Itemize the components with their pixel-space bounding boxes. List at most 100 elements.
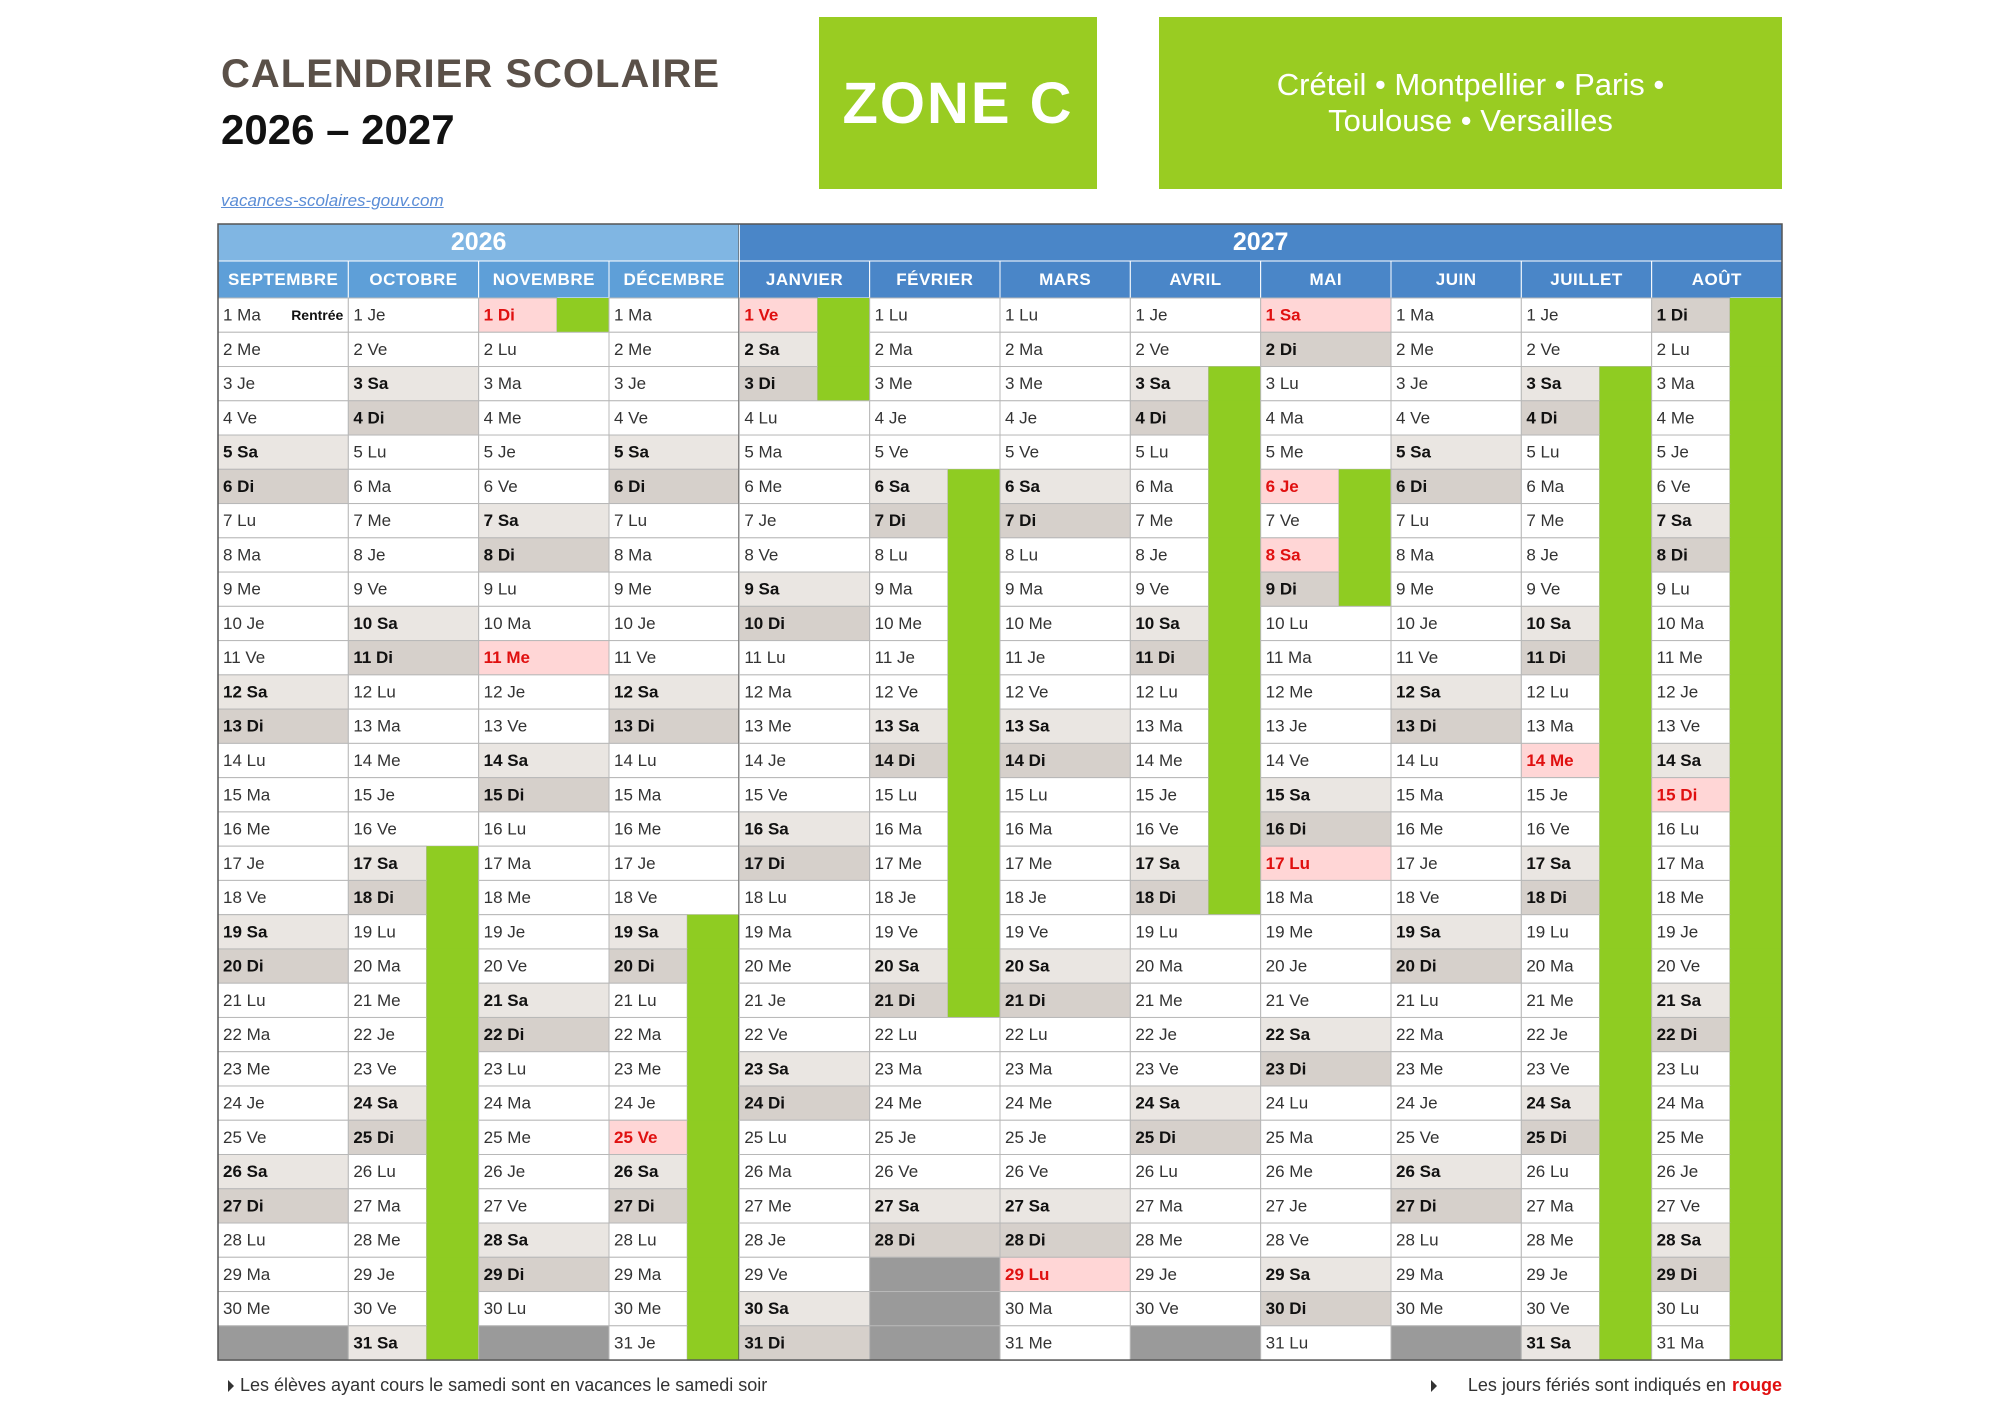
vacation-bar — [947, 709, 1000, 744]
day-label: 10 Me — [875, 614, 922, 633]
day-label: 12 Je — [1657, 682, 1699, 701]
day-label: 3 Je — [614, 374, 646, 393]
day-label: 24 Di — [744, 1094, 785, 1113]
day-cell — [217, 503, 349, 539]
day-label: 17 Ma — [484, 854, 532, 873]
day-label: 12 Ve — [1005, 682, 1049, 701]
vacation-bar — [947, 537, 1000, 573]
day-label: 23 Ve — [1526, 1059, 1570, 1078]
day-label: 8 Ma — [223, 545, 261, 564]
day-label: 27 Me — [744, 1196, 791, 1215]
day-cell — [999, 1119, 1131, 1155]
day-cell — [1520, 1188, 1601, 1224]
day-label: 9 Ve — [353, 580, 387, 599]
day-label: 4 Di — [1135, 408, 1166, 427]
day-label: 21 Di — [875, 991, 916, 1010]
month-label: JANVIER — [766, 270, 843, 289]
day-cell — [1390, 1119, 1522, 1155]
day-cell — [1390, 982, 1522, 1018]
day-cell — [1390, 1188, 1522, 1224]
day-label: 20 Je — [1266, 957, 1308, 976]
vacation-bar — [1208, 435, 1261, 470]
day-label: 20 Ma — [1526, 957, 1574, 976]
vacation-bar — [1729, 1017, 1782, 1053]
day-label: 27 Di — [223, 1196, 264, 1215]
vacation-bar — [426, 880, 479, 916]
day-label: 17 Je — [223, 854, 265, 873]
empty-cell — [1129, 1325, 1262, 1361]
day-cell — [1520, 503, 1601, 539]
day-label: 24 Je — [614, 1094, 656, 1113]
vacation-bar — [1338, 537, 1391, 573]
day-label: 7 Sa — [484, 511, 520, 530]
empty-cell — [478, 1325, 610, 1361]
day-cell — [1129, 503, 1210, 539]
day-label: 13 Ve — [484, 717, 527, 736]
day-cell — [738, 674, 871, 710]
day-cell — [1651, 1051, 1731, 1087]
day-label: 17 Me — [1005, 854, 1052, 873]
day-label: 12 Je — [484, 682, 526, 701]
day-cell — [347, 1188, 428, 1224]
day-label: 23 Ve — [1135, 1059, 1179, 1078]
day-label: 6 Di — [614, 477, 645, 496]
day-cell — [1390, 811, 1522, 847]
vacation-bar — [1599, 983, 1652, 1018]
day-cell — [478, 605, 610, 642]
day-label: 19 Je — [1657, 922, 1699, 941]
vacation-bar — [1729, 1085, 1782, 1121]
day-cell — [999, 1256, 1131, 1293]
day-cell — [478, 400, 610, 436]
day-cell — [999, 948, 1131, 984]
month-header — [738, 260, 871, 299]
day-cell — [869, 1016, 1001, 1053]
day-label: 6 Ma — [1135, 477, 1173, 496]
day-label: 16 Di — [1266, 820, 1307, 839]
day-label: 17 Sa — [353, 854, 398, 873]
day-cell — [1260, 1188, 1392, 1224]
vacation-bar — [1729, 846, 1782, 881]
vacation-bar — [1729, 743, 1782, 779]
vacation-bar — [947, 606, 1000, 642]
day-label: 23 Lu — [1657, 1059, 1700, 1078]
vacation-bar — [1599, 880, 1652, 916]
vacation-bar — [1208, 469, 1261, 505]
day-label: 30 Me — [1396, 1299, 1443, 1318]
day-label: 3 Lu — [1266, 374, 1299, 393]
vacation-bar — [687, 1120, 740, 1155]
day-cell — [608, 331, 740, 368]
day-label: 25 Ve — [223, 1128, 267, 1147]
day-label: 29 Ve — [744, 1265, 788, 1284]
cities: Créteil • Montpellier • Paris • Toulouse… — [1159, 17, 1782, 189]
day-cell — [217, 640, 349, 676]
source-link[interactable]: vacances-scolaires-gouv.com — [221, 191, 444, 210]
day-label: 26 Lu — [1526, 1162, 1569, 1181]
day-cell — [1651, 1188, 1731, 1224]
day-label: 11 Je — [875, 648, 915, 667]
day-label: 10 Sa — [1135, 614, 1180, 633]
vacation-bar — [1599, 1154, 1652, 1190]
day-cell — [1390, 640, 1522, 676]
day-cell — [608, 434, 740, 470]
day-label: 4 Lu — [744, 408, 777, 427]
vacation-bar — [1208, 880, 1261, 916]
vacation-bar — [1729, 1325, 1782, 1361]
day-cell — [608, 1325, 688, 1361]
day-cell — [608, 1188, 688, 1224]
day-label: 31 Je — [614, 1333, 656, 1352]
day-cell — [1390, 1016, 1522, 1053]
day-label: 18 Ve — [1396, 888, 1440, 907]
day-cell — [1520, 1222, 1601, 1258]
day-label: 10 Ma — [1657, 614, 1705, 633]
day-cell — [608, 1291, 688, 1327]
day-label: 18 Je — [1005, 888, 1047, 907]
vacation-bar — [1599, 435, 1652, 470]
day-label: 6 Je — [1266, 477, 1299, 496]
day-label: 22 Ma — [1396, 1025, 1444, 1044]
day-label: 4 Me — [1657, 408, 1695, 427]
school-years: 2026 – 2027 — [221, 106, 455, 153]
day-cell — [999, 1016, 1131, 1053]
day-cell — [1129, 537, 1210, 573]
bullet — [228, 1380, 234, 1392]
day-label: 2 Me — [1396, 340, 1434, 359]
